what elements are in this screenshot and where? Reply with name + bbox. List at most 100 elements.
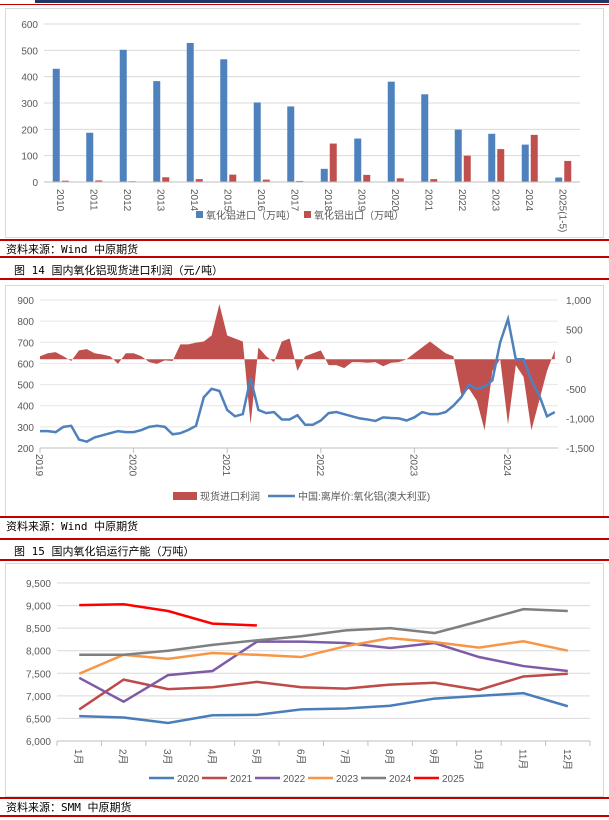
y-tick-label: 8,000	[26, 647, 51, 658]
divider	[0, 559, 609, 561]
y-tick-label: 100	[21, 152, 38, 163]
x-tick-label: 2012	[121, 189, 132, 212]
bar-export	[95, 180, 103, 182]
x-tick-label: 2022	[456, 189, 467, 212]
legend-label: 2023	[336, 774, 359, 785]
y-tick-label: 6,000	[26, 737, 51, 748]
series-line-2021	[78, 672, 568, 711]
series-line-2022	[78, 640, 568, 704]
bar-export	[396, 178, 404, 182]
right-y-tick-label: 0	[566, 355, 572, 366]
right-y-tick-label: -1,000	[566, 414, 595, 425]
right-y-tick-label: 500	[566, 326, 583, 337]
left-y-tick-label: 700	[17, 338, 34, 349]
x-tick-label: 2020	[127, 454, 138, 477]
bar-import	[555, 177, 563, 182]
left-y-tick-label: 400	[17, 402, 34, 413]
chart-import-profit-box: 200 300 400 500 600 700 800 900 -1,500 -1,000 -500…	[5, 285, 604, 517]
legend-label: 2020	[177, 774, 200, 785]
x-tick-label: 3月	[161, 749, 173, 765]
x-tick-label: 2023	[489, 189, 500, 212]
x-tick-label: 2019	[355, 189, 366, 212]
x-tick-label: 2022	[314, 454, 325, 477]
bar-import	[287, 106, 295, 182]
chart-capacity-box: 6,000 6,500 7,000 7,500 8,000 8,500 9,000 9,500…	[5, 563, 604, 797]
bar-export	[61, 180, 69, 182]
legend-label: 2024	[389, 774, 412, 785]
bar-import	[186, 42, 194, 183]
bar-import	[421, 94, 429, 182]
bar-export	[564, 160, 572, 182]
y-tick-label: 200	[21, 125, 38, 136]
legend-swatch	[196, 211, 203, 218]
chart-import-export-box: 0 100 200 300 400 500 600 2010 2011 2012 2013 2014 2…	[5, 8, 604, 238]
legend-label: 2022	[283, 774, 306, 785]
y-tick-label: 300	[21, 99, 38, 110]
x-tick-label: 2018	[322, 189, 333, 212]
x-tick-label: 2023	[407, 454, 418, 477]
x-tick-label: 2025(1-5)	[556, 189, 567, 232]
bar-export	[229, 174, 237, 182]
bar-export	[530, 134, 538, 182]
profit-area	[40, 304, 555, 431]
price-line	[40, 314, 556, 443]
bar-export	[195, 179, 203, 182]
series-line-2020	[79, 691, 569, 725]
right-y-tick-label: 1,000	[566, 296, 591, 307]
left-y-tick-label: 800	[17, 317, 34, 328]
x-tick-label: 2024	[523, 189, 534, 212]
x-tick-label: 2016	[255, 189, 266, 212]
bar-export	[463, 155, 471, 182]
capacity-line-chart: 6,000 6,500 7,000 7,500 8,000 8,500 9,000 9,500…	[26, 579, 591, 785]
x-tick-label: 11月	[516, 749, 528, 769]
legend-label: 2025	[442, 774, 465, 785]
x-tick-label: 2021	[220, 454, 231, 477]
x-tick-label: 2020	[389, 189, 400, 212]
divider	[0, 516, 609, 518]
y-tick-label: 7,500	[26, 669, 51, 680]
header-bar	[35, 0, 609, 3]
x-tick-label: 12月	[561, 749, 573, 770]
y-tick-label: 8,500	[26, 624, 51, 635]
legend-label: 中国:离岸价:氧化铝(澳大利亚)	[298, 490, 430, 503]
bar-import	[52, 68, 60, 182]
left-y-tick-label: 900	[17, 296, 34, 307]
y-tick-label: 400	[21, 73, 38, 84]
bar-export	[497, 149, 505, 182]
y-tick-label: 9,000	[26, 602, 51, 613]
divider	[0, 278, 609, 280]
x-tick-label: 2017	[288, 189, 299, 212]
legend-swatch	[173, 492, 197, 500]
left-y-tick-label: 600	[17, 359, 34, 370]
bar-import	[220, 59, 228, 182]
x-tick-label: 2013	[154, 189, 165, 212]
y-tick-label: 0	[32, 178, 38, 189]
x-tick-label: 1月	[72, 749, 84, 765]
bar-export	[329, 143, 337, 182]
x-tick-label: 2011	[87, 189, 98, 211]
left-y-tick-label: 500	[17, 381, 34, 392]
y-tick-label: 500	[21, 46, 38, 57]
x-tick-label: 2015	[221, 189, 232, 212]
x-tick-label: 2024	[501, 454, 512, 477]
legend-label: 现货进口利润	[200, 490, 260, 503]
divider	[0, 538, 609, 540]
source-note: 资料来源：Wind 中原期货	[6, 520, 139, 533]
bar-import	[488, 133, 496, 182]
x-tick-label: 5月	[250, 749, 262, 765]
bar-import	[387, 81, 395, 182]
divider	[0, 4, 609, 5]
x-tick-label: 8月	[383, 749, 395, 765]
x-tick-label: 7月	[339, 749, 351, 765]
y-tick-label: 6,500	[26, 714, 51, 725]
y-tick-label: 600	[21, 20, 38, 31]
legend-label: 2021	[230, 774, 253, 785]
x-tick-label: 2010	[54, 189, 65, 212]
bar-export	[162, 177, 170, 182]
left-y-tick-label: 300	[17, 423, 34, 434]
bar-export	[430, 179, 438, 182]
right-y-tick-label: -500	[566, 385, 586, 396]
bar-import	[86, 132, 94, 182]
bar-export	[296, 180, 304, 182]
series-line-2025	[79, 602, 257, 627]
